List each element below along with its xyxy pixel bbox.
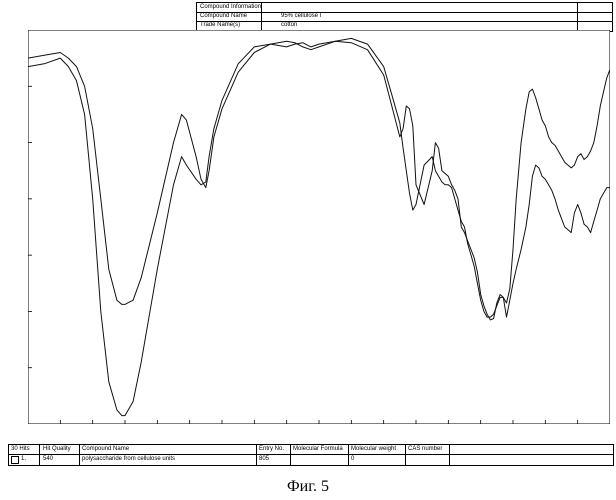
info-column-divider: [577, 3, 578, 31]
column-divider: [290, 445, 291, 465]
entry-no-header[interactable]: Entry No.: [259, 446, 284, 452]
column-divider: [449, 445, 450, 465]
info-column-divider: [261, 3, 262, 31]
molecular-formula-header[interactable]: Molecular Formula: [293, 446, 343, 452]
hits-count-header: 30 Hits: [11, 446, 30, 452]
compound-information-panel: Compound Information Compound Name 95% c…: [196, 2, 613, 32]
plot-frame: [28, 30, 610, 424]
column-divider: [39, 445, 40, 465]
hit-quality-header[interactable]: Hit Quality: [43, 446, 71, 452]
compound-name-value: 95% cellulose I: [281, 13, 321, 19]
column-divider: [348, 445, 349, 465]
results-header-row: 30 Hits Hit Quality Compound Name Entry …: [9, 445, 613, 455]
column-divider: [405, 445, 406, 465]
search-results-table: 30 Hits Hit Quality Compound Name Entry …: [8, 444, 614, 466]
compound-name-label: Compound Name: [200, 13, 247, 19]
cas-number-header[interactable]: CAS number: [408, 446, 442, 452]
entry-no-value: 805: [259, 456, 269, 462]
compound-information-header: Compound Information: [200, 4, 261, 10]
compound-name-value: polysaccharide from cellulose units: [82, 456, 175, 462]
molecular-weight-value: 0: [351, 456, 354, 462]
trade-name-label: Trade Name(s): [200, 22, 240, 28]
trade-name-row: Trade Name(s) cotton: [197, 21, 612, 30]
molecular-weight-header[interactable]: Molecular weight: [351, 446, 396, 452]
hit-quality-value: 540: [43, 456, 53, 462]
compound-name-header[interactable]: Compound Name: [82, 446, 129, 452]
row-index: 1.: [21, 456, 26, 462]
table-row[interactable]: 1. 540 polysaccharide from cellulose uni…: [9, 455, 613, 464]
column-divider: [256, 445, 257, 465]
figure-caption: Фиг. 5: [0, 478, 616, 496]
ir-spectrum-chart: 100,0080,0060,0040,0020,000,00-20,00 400…: [28, 30, 610, 424]
trade-name-value: cotton: [281, 22, 297, 28]
row-select-checkbox[interactable]: [11, 456, 19, 464]
column-divider: [79, 445, 80, 465]
